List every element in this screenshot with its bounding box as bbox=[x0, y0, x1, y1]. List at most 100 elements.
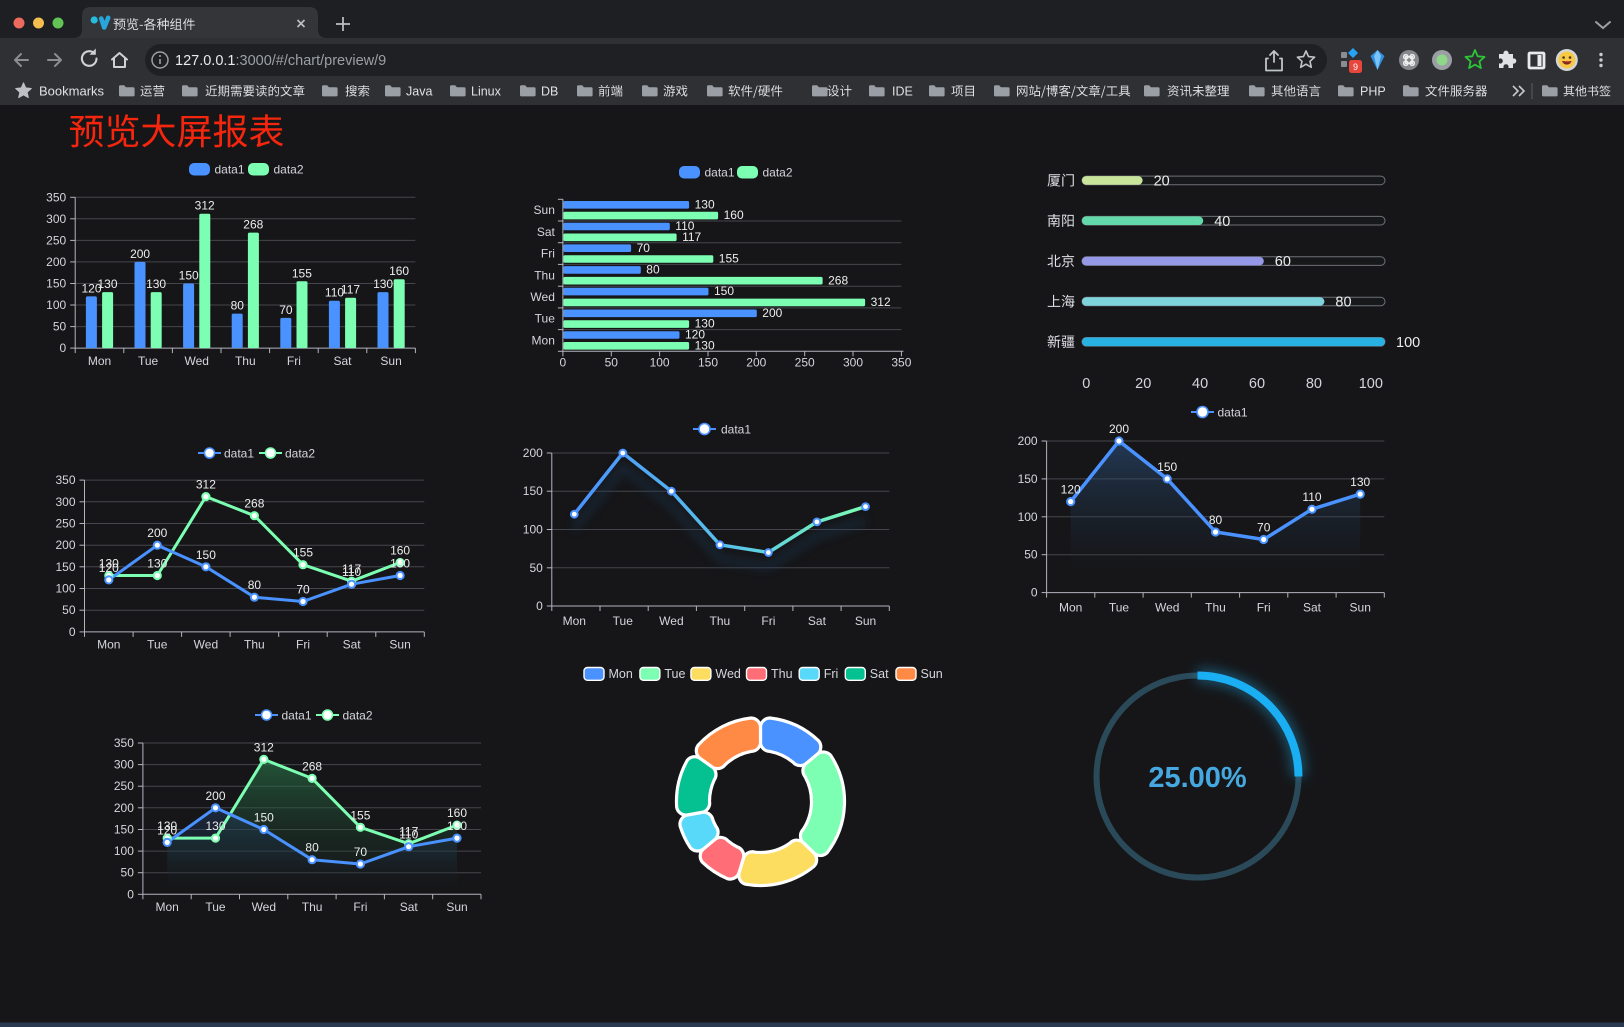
svg-text:60: 60 bbox=[1249, 376, 1265, 392]
svg-text:150: 150 bbox=[196, 548, 216, 562]
svg-text:80: 80 bbox=[1335, 295, 1351, 311]
svg-text:40: 40 bbox=[1192, 376, 1208, 392]
svg-text:160: 160 bbox=[390, 544, 410, 558]
svg-text:130: 130 bbox=[695, 317, 715, 331]
svg-text:130: 130 bbox=[147, 557, 167, 571]
svg-text:Sun: Sun bbox=[389, 638, 410, 652]
svg-text:200: 200 bbox=[130, 247, 150, 261]
svg-text:IDE: IDE bbox=[892, 85, 913, 99]
svg-text:155: 155 bbox=[350, 808, 370, 822]
svg-text:Thu: Thu bbox=[1205, 601, 1226, 615]
svg-text:130: 130 bbox=[695, 338, 715, 352]
svg-text:Tue: Tue bbox=[138, 354, 159, 368]
svg-text:70: 70 bbox=[354, 845, 368, 859]
svg-text:0: 0 bbox=[536, 599, 543, 613]
svg-text:300: 300 bbox=[55, 495, 75, 509]
svg-text:20: 20 bbox=[1154, 173, 1170, 189]
svg-text:100: 100 bbox=[114, 844, 134, 858]
svg-text:80: 80 bbox=[231, 299, 245, 313]
svg-text:200: 200 bbox=[1109, 422, 1129, 436]
svg-text:80: 80 bbox=[305, 841, 319, 855]
svg-text:Thu: Thu bbox=[710, 614, 731, 628]
svg-text:Fri: Fri bbox=[353, 900, 367, 914]
svg-text:data2: data2 bbox=[285, 446, 315, 460]
svg-text:268: 268 bbox=[243, 218, 263, 232]
svg-text:data2: data2 bbox=[343, 708, 373, 722]
svg-text:127.0.0.1:3000/#/chart/preview: 127.0.0.1:3000/#/chart/preview/9 bbox=[175, 53, 386, 69]
svg-text:Tue: Tue bbox=[147, 638, 168, 652]
svg-text:155: 155 bbox=[293, 546, 313, 560]
svg-text:Mon: Mon bbox=[97, 638, 120, 652]
svg-text:Sun: Sun bbox=[855, 614, 876, 628]
svg-text:20: 20 bbox=[1135, 376, 1151, 392]
svg-text:Wed: Wed bbox=[252, 900, 276, 914]
svg-text:50: 50 bbox=[121, 866, 135, 880]
svg-text:Sun: Sun bbox=[446, 900, 467, 914]
svg-text:DB: DB bbox=[541, 85, 558, 99]
svg-text:data1: data1 bbox=[215, 163, 245, 177]
svg-text:312: 312 bbox=[196, 478, 216, 492]
svg-text:0: 0 bbox=[1031, 586, 1038, 600]
svg-text:160: 160 bbox=[724, 208, 744, 222]
svg-text:350: 350 bbox=[114, 736, 134, 750]
svg-text:268: 268 bbox=[302, 759, 322, 773]
svg-text:150: 150 bbox=[46, 277, 66, 291]
svg-text:120: 120 bbox=[99, 561, 119, 575]
svg-text:250: 250 bbox=[46, 233, 66, 247]
svg-text:Wed: Wed bbox=[184, 354, 208, 368]
svg-text:200: 200 bbox=[1018, 434, 1038, 448]
svg-text:data2: data2 bbox=[763, 166, 793, 180]
svg-text:120: 120 bbox=[81, 281, 101, 295]
svg-text:100: 100 bbox=[1359, 376, 1383, 392]
svg-text:Java: Java bbox=[406, 85, 432, 99]
svg-text:300: 300 bbox=[114, 758, 134, 772]
svg-text:Thu: Thu bbox=[244, 638, 265, 652]
svg-text:Mon: Mon bbox=[609, 667, 633, 681]
svg-text:Fri: Fri bbox=[761, 614, 775, 628]
svg-text:Mon: Mon bbox=[88, 354, 111, 368]
svg-text:80: 80 bbox=[1209, 513, 1223, 527]
svg-text:Mon: Mon bbox=[532, 333, 555, 347]
svg-text:120: 120 bbox=[685, 328, 705, 342]
svg-text:Sat: Sat bbox=[870, 667, 889, 681]
svg-text:Fri: Fri bbox=[1257, 601, 1271, 615]
svg-text:Thu: Thu bbox=[302, 900, 323, 914]
svg-text:130: 130 bbox=[97, 277, 117, 291]
svg-text:50: 50 bbox=[605, 356, 619, 370]
svg-text:60: 60 bbox=[1275, 254, 1291, 270]
svg-text:150: 150 bbox=[1157, 460, 1177, 474]
svg-text:Sat: Sat bbox=[333, 354, 352, 368]
svg-text:70: 70 bbox=[637, 241, 651, 255]
svg-text:110: 110 bbox=[342, 565, 361, 579]
svg-text:PHP: PHP bbox=[1360, 85, 1386, 99]
svg-text:117: 117 bbox=[399, 825, 418, 839]
svg-text:268: 268 bbox=[244, 497, 264, 511]
svg-text:Tue: Tue bbox=[205, 900, 226, 914]
svg-text:117: 117 bbox=[341, 283, 360, 297]
svg-text:Wed: Wed bbox=[1155, 601, 1179, 615]
svg-text:Tue: Tue bbox=[1109, 601, 1130, 615]
svg-text:130: 130 bbox=[695, 197, 715, 211]
svg-text:100: 100 bbox=[650, 356, 670, 370]
svg-text:80: 80 bbox=[1306, 376, 1322, 392]
svg-text:150: 150 bbox=[1018, 472, 1038, 486]
svg-text:Sat: Sat bbox=[537, 225, 556, 239]
svg-text:200: 200 bbox=[114, 801, 134, 815]
svg-text:Tue: Tue bbox=[535, 312, 556, 326]
svg-text:130: 130 bbox=[146, 277, 166, 291]
svg-text:160: 160 bbox=[389, 264, 409, 278]
svg-text:350: 350 bbox=[891, 356, 911, 370]
svg-text:data1: data1 bbox=[282, 708, 312, 722]
svg-text:0: 0 bbox=[60, 341, 67, 355]
svg-text:350: 350 bbox=[46, 190, 66, 204]
svg-text:Fri: Fri bbox=[287, 354, 301, 368]
svg-text:100: 100 bbox=[1396, 335, 1420, 351]
svg-text:50: 50 bbox=[53, 320, 67, 334]
svg-text:70: 70 bbox=[1257, 521, 1271, 535]
svg-text:80: 80 bbox=[248, 578, 262, 592]
svg-text:0: 0 bbox=[69, 625, 76, 639]
svg-text:Wed: Wed bbox=[194, 638, 218, 652]
svg-text:155: 155 bbox=[719, 252, 739, 266]
svg-text:130: 130 bbox=[205, 819, 225, 833]
svg-text:130: 130 bbox=[390, 557, 410, 571]
